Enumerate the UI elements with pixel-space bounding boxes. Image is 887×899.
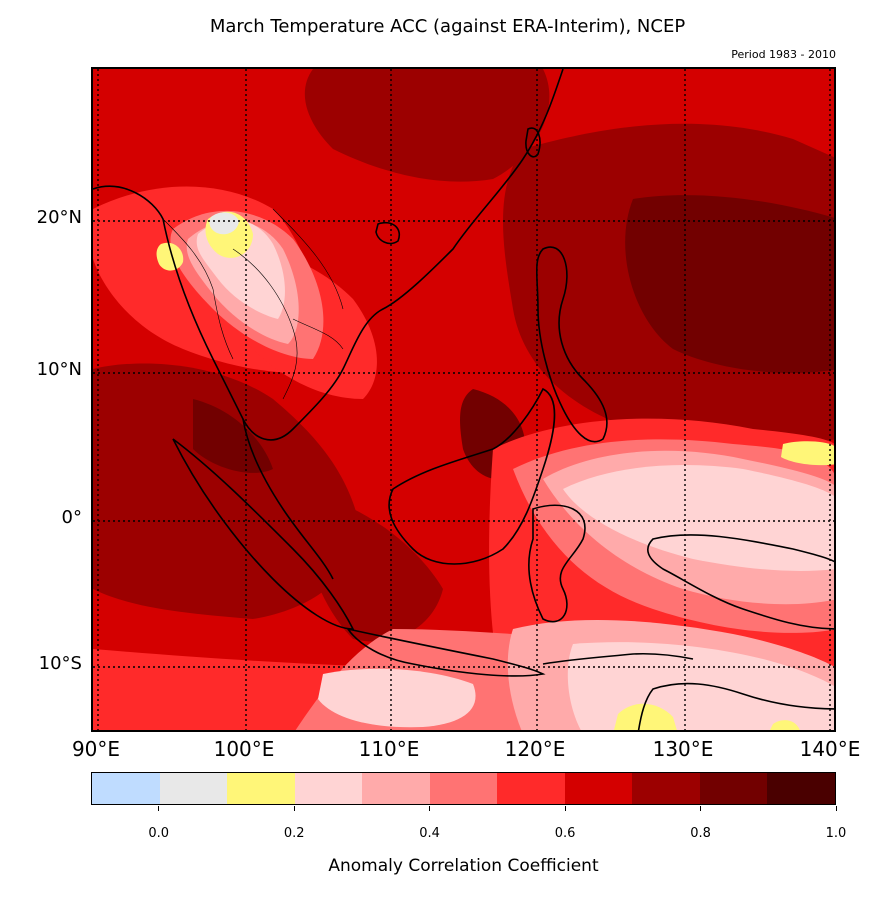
- border-cambodia: [292, 318, 344, 350]
- gridlines: [93, 69, 834, 730]
- coast-sumatra: [172, 438, 355, 630]
- colorbar-segment: [699, 773, 768, 804]
- lat-label-10n: 10°N: [36, 359, 82, 380]
- coast-philippines: [535, 246, 608, 443]
- field-darkest-east: [625, 195, 834, 373]
- colorbar-segment: [294, 773, 363, 804]
- colorbar-tick-label: 0.0: [148, 826, 170, 841]
- lon-label-120e: 120°E: [504, 737, 566, 761]
- coast-lesser-sunda: [542, 652, 694, 665]
- lat-label-0: 0°: [61, 507, 82, 528]
- field-dark-south-west: [293, 489, 443, 642]
- colorbar-label: Anomaly Correlation Coefficient: [328, 856, 599, 876]
- colorbar-segment: [767, 773, 836, 804]
- border-thailand: [232, 248, 298, 400]
- colorbar-tick-label: 0.8: [690, 826, 711, 841]
- field-yellow-south: [614, 703, 677, 730]
- colorbar-tick-label: 0.2: [283, 826, 305, 841]
- colorbar-tick-label: 1.0: [825, 826, 847, 841]
- coast-australia: [637, 682, 834, 730]
- field-yellow-east: [781, 441, 834, 466]
- map-svg: [93, 69, 834, 730]
- colorbar-segment: [564, 773, 633, 804]
- chart-title: March Temperature ACC (against ERA-Inter…: [209, 16, 686, 37]
- lat-label-10s: 10°S: [38, 653, 82, 674]
- border-laos-vietnam: [272, 208, 344, 310]
- lon-label-110e: 110°E: [358, 737, 420, 761]
- coast-malay-peninsula: [242, 418, 334, 580]
- colorbar-segment: [362, 773, 430, 804]
- colorbar-segment: [497, 773, 565, 804]
- field-yellow-myanmar-west: [156, 242, 184, 271]
- colorbar-segment: [632, 773, 700, 804]
- colorbar-segment: [227, 773, 295, 804]
- colorbar-tick: [158, 806, 160, 811]
- border-myanmar: [162, 218, 234, 360]
- lon-label-130e: 130°E: [652, 737, 714, 761]
- colorbar-segment: [92, 773, 160, 804]
- colorbar: [91, 772, 836, 805]
- coastlines: [93, 69, 834, 730]
- colorbar-tick-label: 0.4: [419, 826, 440, 841]
- country-borders: [162, 208, 344, 400]
- map-panel: [91, 67, 836, 732]
- coast-hainan: [375, 222, 400, 245]
- colorbar-tick: [293, 806, 295, 811]
- coast-asia-mainland: [93, 69, 564, 441]
- lat-label-20n: 20°N: [36, 207, 82, 228]
- colorbar-segment: [159, 773, 228, 804]
- coast-borneo: [388, 387, 556, 565]
- field-dark-north: [304, 69, 550, 182]
- lon-label-140e: 140°E: [799, 737, 861, 761]
- period-label: Period 1983 - 2010: [731, 48, 836, 61]
- colorbar-tick: [429, 806, 431, 811]
- coast-new-guinea: [647, 534, 834, 630]
- coast-sulawesi: [528, 504, 586, 623]
- colorbar-tick: [564, 806, 566, 811]
- field-faintpink-south-mid: [318, 668, 476, 728]
- field-grey-myanmar: [209, 212, 239, 235]
- colorbar-segment: [429, 773, 498, 804]
- colorbar-tick-label: 0.6: [554, 826, 576, 841]
- colorbar-tick: [700, 806, 702, 811]
- colorbar-tick: [835, 806, 837, 811]
- lon-label-90e: 90°E: [71, 737, 121, 761]
- coast-java: [346, 627, 546, 677]
- coast-taiwan: [525, 127, 541, 158]
- field-yellow-south-east: [770, 720, 800, 730]
- lon-label-100e: 100°E: [213, 737, 275, 761]
